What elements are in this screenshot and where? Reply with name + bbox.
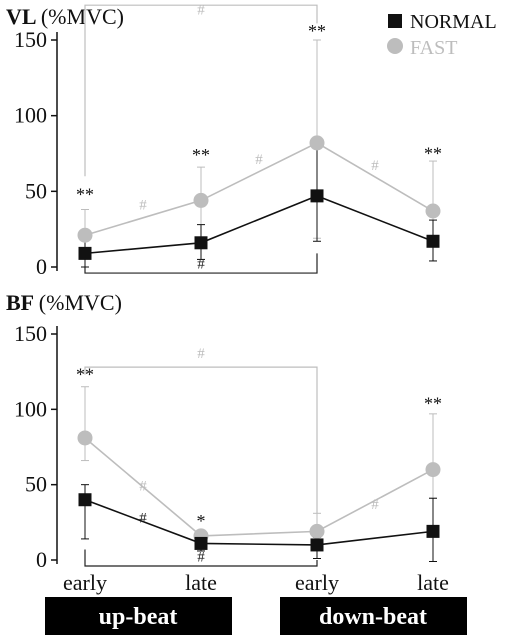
significance-hash: # [371, 497, 379, 513]
x-tick-label-3: late [417, 570, 449, 595]
significance-hash: # [139, 197, 147, 213]
x-tick-label-2: early [295, 570, 339, 595]
significance-star: ** [424, 144, 442, 164]
legend-fast-label: FAST [410, 37, 457, 59]
legend-normal-label: NORMAL [410, 11, 497, 33]
data-point-fast [425, 203, 441, 219]
significance-hash: # [197, 346, 205, 362]
significance-star: ** [192, 145, 210, 165]
data-point-fast [309, 523, 325, 539]
data-point-normal [78, 493, 92, 507]
data-point-normal [310, 189, 324, 203]
significance-bracket [84, 253, 318, 274]
y-tick-label: 100 [14, 396, 47, 421]
significance-bracket [84, 366, 318, 514]
significance-hash: # [371, 158, 379, 174]
significance-star: ** [308, 21, 326, 41]
significance-bracket [84, 549, 318, 567]
data-point-fast [77, 227, 93, 243]
series-line-fast [84, 437, 434, 537]
data-point-normal [194, 536, 208, 550]
significance-hash: # [139, 510, 147, 526]
significance-hash: # [197, 2, 205, 18]
y-tick-label: 50 [25, 472, 47, 497]
legend-normal-marker [388, 14, 402, 28]
y-tick-label: 100 [14, 103, 47, 128]
significance-hash: # [197, 257, 205, 273]
significance-star: ** [424, 393, 442, 413]
significance-bracket [84, 4, 318, 177]
data-point-fast [309, 135, 325, 151]
panel-title: VL (%MVC) [6, 4, 124, 29]
series-line-fast [84, 141, 434, 236]
x-tick-label-0: early [63, 570, 107, 595]
x-tick-label-1: late [185, 570, 217, 595]
y-tick-label: 0 [36, 254, 47, 279]
phase-bar-down-beat [280, 597, 467, 635]
phase-bar-up-beat [45, 597, 232, 635]
legend: NORMAL FAST [387, 11, 497, 59]
significance-hash: # [255, 152, 263, 168]
significance-star: ** [76, 365, 94, 385]
x-axis-labels: early late early late [63, 570, 449, 595]
data-point-fast [193, 192, 209, 208]
significance-star: * [197, 511, 206, 531]
vl-panel: VL (%MVC) 0 50 100 150 ** ** ** ** # # # # # [6, 2, 442, 279]
phase-label-up-beat: up-beat [99, 604, 178, 630]
phase-label-down-beat: down-beat [319, 604, 427, 630]
series-line-normal [84, 498, 434, 546]
significance-hash: # [197, 550, 205, 566]
significance-star: ** [76, 184, 94, 204]
phase-bars: up-beat down-beat [45, 597, 467, 635]
data-point-normal [426, 234, 440, 248]
series-line-normal [84, 195, 434, 255]
data-point-normal [194, 236, 208, 250]
significance-hash: # [139, 479, 147, 495]
y-tick-label: 50 [25, 178, 47, 203]
data-point-fast [425, 462, 441, 478]
data-point-fast [77, 430, 93, 446]
data-point-normal [310, 538, 324, 552]
y-tick-label: 150 [14, 321, 47, 346]
legend-fast-marker [387, 38, 403, 54]
panel-title: BF (%MVC) [6, 290, 122, 315]
data-point-normal [426, 524, 440, 538]
data-point-normal [78, 246, 92, 260]
y-tick-label: 0 [36, 547, 47, 572]
y-tick-label: 150 [14, 27, 47, 52]
